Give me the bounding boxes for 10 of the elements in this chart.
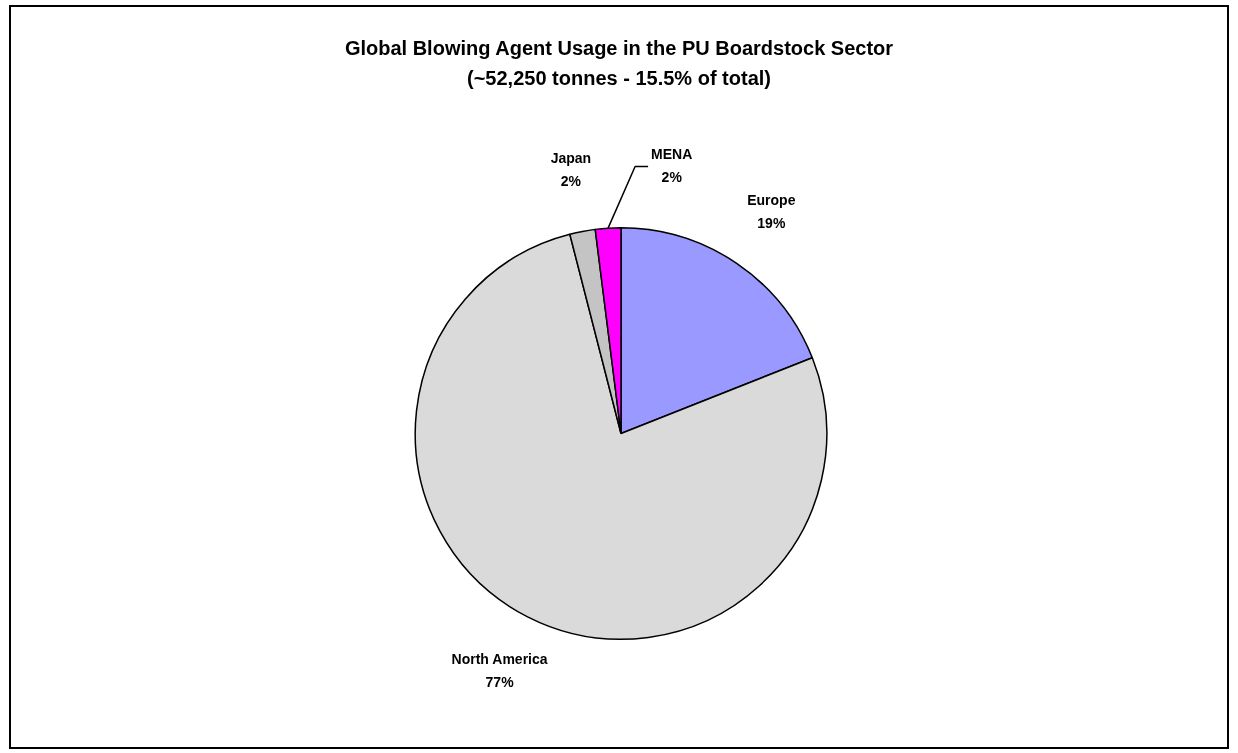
slice-label: MENA bbox=[651, 145, 693, 162]
chart-title: Global Blowing Agent Usage in the PU Boardstock Sector bbox=[343, 36, 895, 60]
slice-label: Europe bbox=[747, 191, 796, 208]
data-label: 2% bbox=[560, 173, 582, 190]
data-label: 77% bbox=[485, 674, 515, 691]
slice-label: Japan bbox=[550, 150, 592, 167]
slice-label: North America bbox=[451, 651, 548, 668]
chart-subtitle: (~52,250 tonnes - 15.5% of total) bbox=[466, 66, 772, 90]
data-label: 2% bbox=[661, 168, 683, 185]
data-label: 19% bbox=[757, 214, 786, 231]
